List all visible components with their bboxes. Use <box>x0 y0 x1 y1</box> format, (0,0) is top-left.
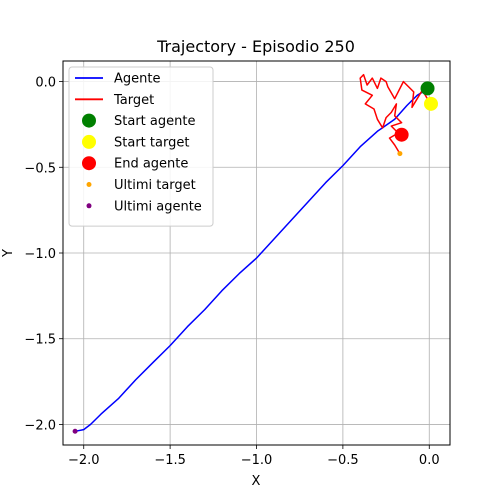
legend-label-ultimi-agente: Ultimi agente <box>114 199 202 214</box>
legend-label-end-agente: End agente <box>114 157 188 172</box>
series-target-line <box>359 73 430 154</box>
series-lines <box>74 73 430 433</box>
legend-swatch-ultimi-target <box>86 182 92 187</box>
y-tick-label: −1.0 <box>24 247 56 262</box>
series-ultimi-agente-point <box>72 428 78 434</box>
x-tick-label: −1.0 <box>241 453 273 468</box>
legend-label-ultimi-target: Ultimi target <box>114 178 196 193</box>
legend-label-agente: Agente <box>114 72 160 87</box>
grid-lines <box>63 61 450 445</box>
x-tick-label: −1.5 <box>154 453 186 468</box>
legend-swatch-start-target <box>82 134 96 149</box>
series-markers <box>72 81 438 434</box>
y-tick-label: −2.0 <box>24 418 56 433</box>
y-tick-label: −0.5 <box>24 161 56 176</box>
series-start-agente-point <box>420 81 435 96</box>
x-tick-label: 0.0 <box>419 453 440 468</box>
x-axis-label: X <box>252 474 261 489</box>
chart-title: Trajectory - Episodio 250 <box>156 37 355 56</box>
legend-label-start-target: Start target <box>114 135 189 150</box>
x-tick-label: −2.0 <box>68 453 100 468</box>
legend-swatch-start-agente <box>82 113 96 128</box>
series-agente-line <box>74 89 427 433</box>
y-tick-label: 0.0 <box>35 76 56 91</box>
legend-label-start-agente: Start agente <box>114 114 195 129</box>
series-start-target-point <box>423 96 438 111</box>
y-tick-label: −1.5 <box>24 333 56 348</box>
series-ultimi-target-point <box>397 151 403 157</box>
x-tick-label: −0.5 <box>327 453 359 468</box>
series-end-agente-point <box>394 127 409 142</box>
y-axis-label: Y <box>1 249 16 258</box>
legend-swatch-ultimi-agente <box>86 203 92 209</box>
legend: Agente Target Start agente Start target End … <box>68 66 214 227</box>
x-axis-ticks: −2.0 −1.5 −1.0 −0.5 0.0 <box>68 445 440 468</box>
legend-box <box>68 66 214 227</box>
legend-swatch-end-agente <box>82 156 96 171</box>
y-axis-ticks: 0.0 −0.5 −1.0 −1.5 −2.0 <box>24 76 63 433</box>
legend-label-target: Target <box>113 93 154 108</box>
